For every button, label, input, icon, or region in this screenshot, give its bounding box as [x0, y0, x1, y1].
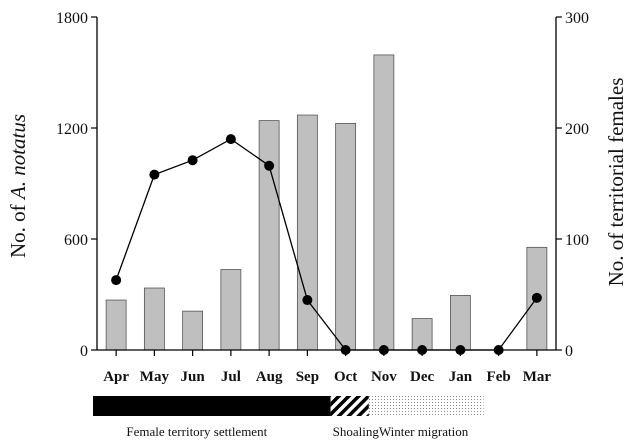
bar-oct	[335, 122, 357, 351]
phase-band-dotted	[368, 396, 484, 416]
month-label-nov: Nov	[371, 369, 397, 385]
month-label-oct: Oct	[334, 369, 357, 385]
bar-nov	[373, 54, 395, 351]
month-label-mar: Mar	[523, 369, 552, 385]
month-label-feb: Feb	[487, 369, 511, 385]
plot-frame	[96, 17, 557, 351]
bar-may	[143, 287, 165, 351]
bar-jun	[182, 310, 204, 351]
phase-label: Winter migration	[379, 424, 469, 439]
right-tick-label: 100	[565, 232, 589, 249]
bar-jul	[220, 269, 242, 351]
month-label-jan: Jan	[449, 369, 473, 385]
left-tick-label: 0	[80, 343, 88, 360]
point-jun	[187, 155, 198, 166]
y-axis-title: No. of A. notatus	[6, 114, 30, 258]
right-tick-label: 0	[565, 343, 573, 360]
left-tick-label: 600	[64, 232, 88, 249]
month-label-jul: Jul	[221, 369, 241, 385]
left-tick-label: 1800	[56, 10, 88, 27]
month-label-may: May	[140, 369, 170, 385]
bar-jan	[449, 295, 471, 351]
territorial-females-line	[115, 138, 538, 351]
x-axis-ticks: Apr May Jun Jul Aug Sep Oct Nov Dec Jan Feb Mar	[103, 350, 551, 385]
left-tick-label: 1200	[56, 121, 88, 138]
bar-sep	[296, 114, 318, 351]
month-label-apr: Apr	[103, 369, 129, 385]
point-may	[149, 169, 160, 180]
y2-axis-title: No. of territorial females	[604, 78, 628, 287]
right-tick-label: 200	[565, 121, 589, 138]
left-axis-ticks: 0 600 1200 1800	[56, 10, 97, 360]
point-mar	[531, 292, 542, 303]
point-apr	[111, 275, 122, 286]
right-axis-ticks: 0 100 200 300	[556, 10, 589, 360]
point-jul	[225, 134, 236, 145]
month-label-aug: Aug	[256, 369, 283, 385]
phase-label: Shoaling	[333, 424, 380, 439]
bar-apr	[105, 299, 127, 351]
phase-band-diagonal-stripes	[330, 396, 369, 416]
month-label-jun: Jun	[181, 369, 206, 385]
phase-timeline: Female territory settlement Shoaling Winte…	[93, 396, 484, 439]
point-aug	[264, 160, 275, 171]
bar-aug	[258, 120, 280, 351]
month-label-dec: Dec	[410, 369, 434, 385]
line-series	[111, 134, 542, 355]
phase-label: Female territory settlement	[126, 424, 267, 439]
phase-band-solid	[93, 396, 331, 416]
month-label-sep: Sep	[296, 369, 319, 385]
point-sep	[302, 295, 313, 306]
bar-series	[105, 54, 548, 351]
right-tick-label: 300	[565, 10, 589, 27]
